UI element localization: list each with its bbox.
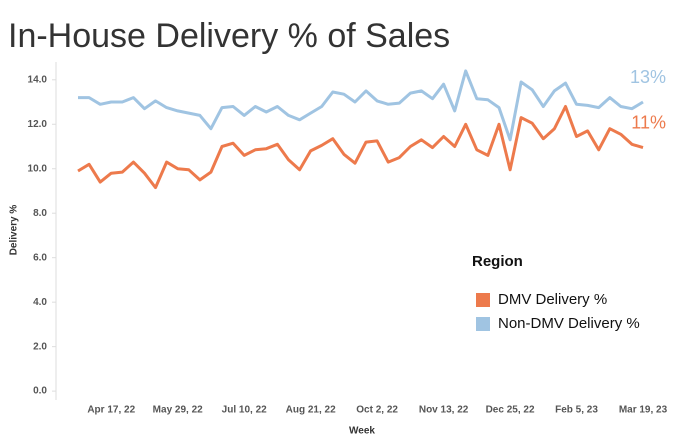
y-axis-title: Delivery % [9, 205, 20, 256]
y-tick-label: 4.0 [33, 297, 47, 308]
end-label: 11% [631, 112, 666, 132]
legend-swatch [476, 293, 490, 307]
end-label: 13% [630, 67, 666, 87]
x-tick-label: Apr 17, 22 [87, 405, 135, 416]
x-axis-title: Week [349, 426, 375, 437]
y-tick-label: 12.0 [28, 119, 48, 130]
chart-title: In-House Delivery % of Sales [8, 17, 450, 55]
series-line [78, 69, 644, 142]
x-tick-label: Aug 21, 22 [286, 405, 336, 416]
y-tick-label: 10.0 [28, 163, 48, 174]
x-tick-label: Oct 2, 22 [356, 405, 398, 416]
x-tick-label: May 29, 22 [153, 405, 203, 416]
series-line [77, 105, 644, 190]
y-tick-label: 2.0 [33, 341, 47, 352]
x-tick-label: Feb 5, 23 [555, 405, 598, 416]
legend-label: Non-DMV Delivery % [498, 315, 640, 332]
legend-label: DMV Delivery % [498, 291, 607, 308]
y-tick-label: 6.0 [33, 252, 47, 263]
x-tick-label: Nov 13, 22 [419, 405, 469, 416]
x-tick-label: Mar 19, 23 [619, 405, 668, 416]
y-tick-label: 0.0 [33, 386, 47, 397]
y-tick-label: 8.0 [33, 208, 47, 219]
y-tick-label: 14.0 [28, 74, 48, 85]
x-tick-label: Jul 10, 22 [222, 405, 267, 416]
x-tick-label: Dec 25, 22 [486, 405, 535, 416]
legend-swatch [476, 317, 490, 331]
legend-title: Region [472, 253, 523, 270]
